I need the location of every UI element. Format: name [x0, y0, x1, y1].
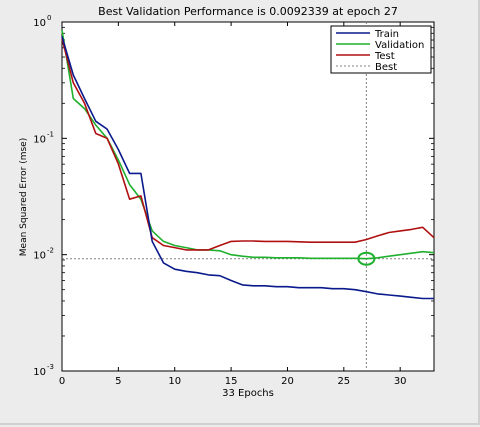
legend: Train Validation Test Best	[330, 25, 432, 74]
x-tick-label: 25	[337, 376, 350, 387]
y-tick-label: 10	[33, 134, 46, 145]
x-tick-label: 20	[281, 376, 294, 387]
x-tick-label: 15	[225, 376, 238, 387]
validation-line	[61, 30, 435, 260]
y-tick-label: 10	[33, 251, 46, 262]
x-tick-label: 30	[394, 376, 407, 387]
x-axis-label: 33 Epochs	[222, 388, 274, 399]
legend-label-test: Test	[374, 51, 395, 62]
y-axis-label: Mean Squared Error (mse)	[19, 138, 29, 256]
legend-label-best: Best	[375, 62, 397, 73]
y-tick-label: 10	[33, 18, 46, 29]
x-tick-label: 0	[59, 376, 65, 387]
y-tick-exponent: -3	[47, 363, 54, 371]
train-line	[61, 36, 434, 300]
best-point-marker	[357, 251, 376, 266]
y-tick-exponent: -2	[47, 247, 54, 255]
x-tick-label: 5	[115, 376, 121, 387]
x-tick-label: 10	[168, 376, 181, 387]
test-line	[61, 38, 435, 251]
y-tick-label: 10	[33, 367, 46, 378]
plot-area	[61, 21, 435, 372]
legend-label-train: Train	[374, 29, 399, 40]
legend-label-validation: Validation	[375, 40, 424, 51]
legend-box	[330, 25, 432, 74]
y-tick-exponent: -1	[47, 130, 54, 138]
chart-title: Best Validation Performance is 0.0092339…	[98, 5, 398, 18]
y-tick-exponent: 0	[47, 14, 51, 22]
